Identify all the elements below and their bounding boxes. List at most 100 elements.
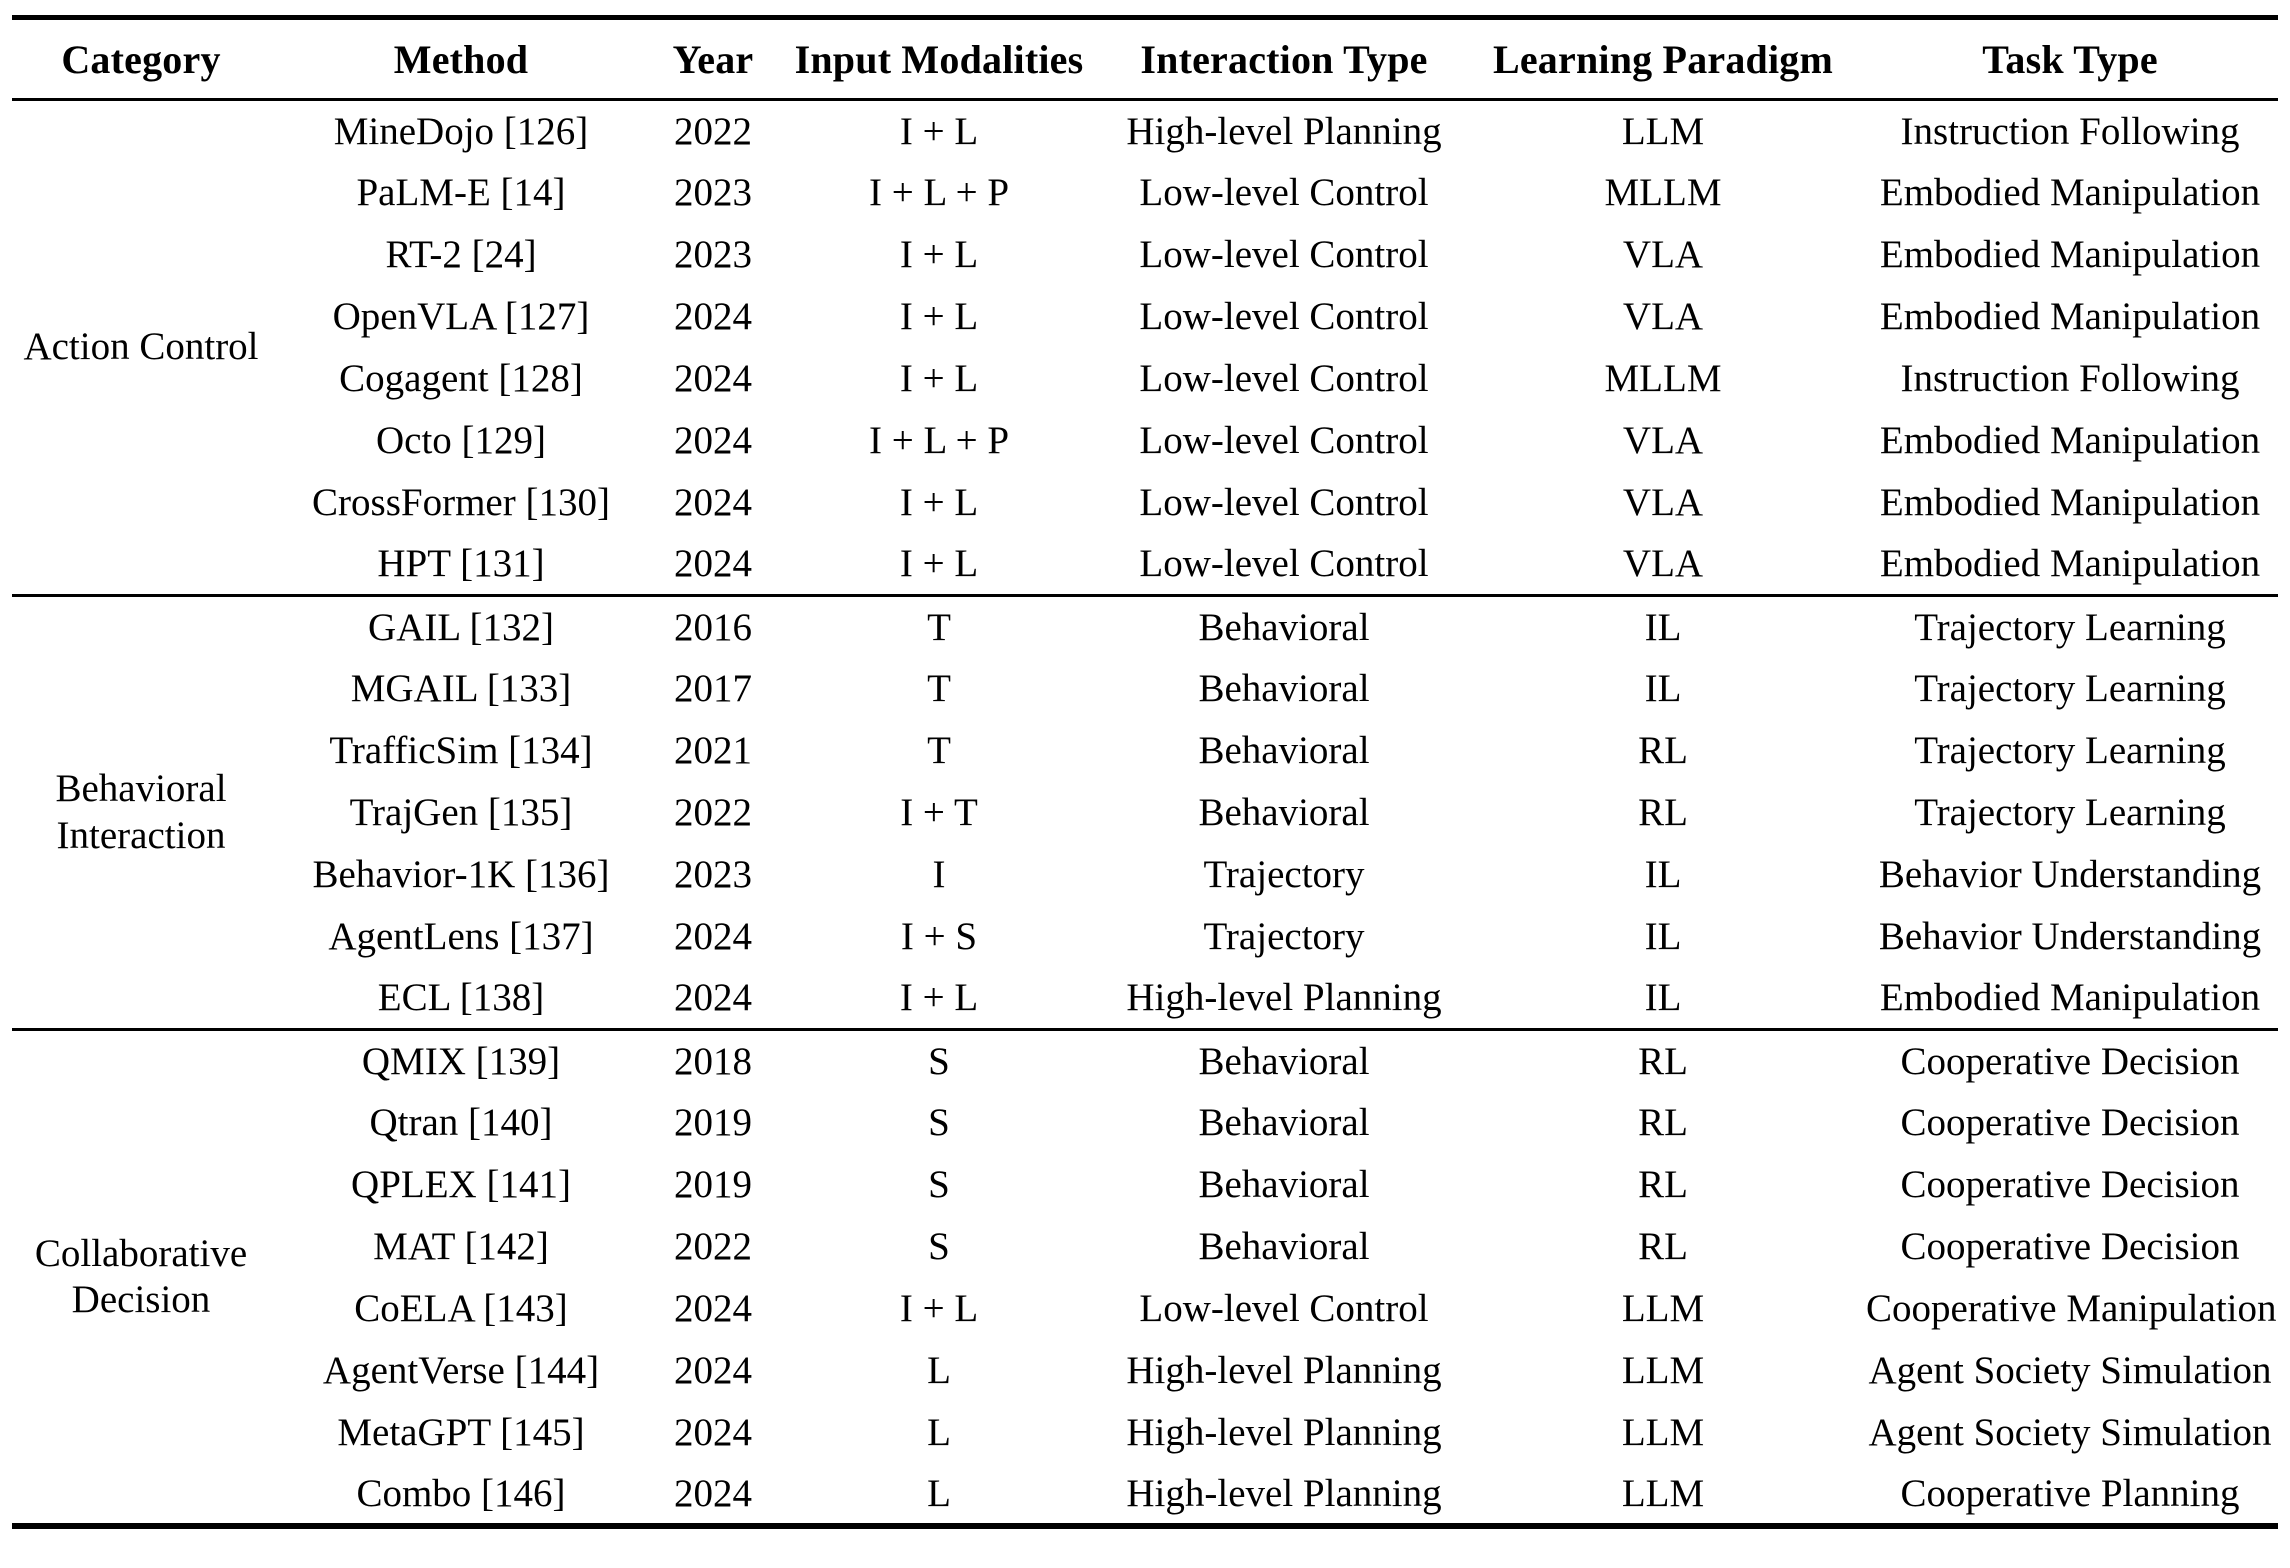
input-modalities-cell: I + L — [899, 1287, 979, 1330]
learning-paradigm-cell: RL — [1638, 1225, 1688, 1268]
task-type-cell: Instruction Following — [1900, 109, 2240, 153]
method-cell: Cogagent [128] — [339, 357, 583, 400]
year-cell: 2023 — [674, 233, 752, 276]
learning-paradigm-cell: MLLM — [1604, 171, 1722, 214]
input-modalities-cell: I + T — [900, 791, 978, 834]
col-header-category: Category — [61, 36, 221, 82]
col-header-year: Year — [672, 36, 754, 82]
input-modalities-cell: I + L — [899, 233, 979, 276]
input-modalities-cell: L — [927, 1471, 951, 1515]
year-cell: 2017 — [674, 667, 752, 710]
task-type-cell: Instruction Following — [1900, 357, 2240, 400]
task-type-cell: Embodied Manipulation — [1879, 233, 2261, 276]
table-row: PaLM-E [14] 2023 I + L + P Low-level Contro… — [12, 162, 2278, 224]
interaction-type-cell: Behavioral — [1198, 791, 1370, 834]
input-modalities-cell: S — [928, 1101, 950, 1144]
task-type-cell: Trajectory Learning — [1914, 729, 2226, 772]
input-modalities-cell: I + L — [899, 542, 979, 586]
interaction-type-cell: Behavioral — [1198, 1039, 1370, 1083]
task-type-cell: Behavior Understanding — [1878, 915, 2262, 958]
task-type-cell: Trajectory Learning — [1914, 667, 2226, 710]
task-type-cell: Cooperative Decision — [1900, 1225, 2240, 1268]
task-type-cell: Agent Society Simulation — [1868, 1349, 2272, 1392]
year-cell: 2018 — [674, 1039, 752, 1083]
year-cell: 2024 — [674, 1287, 752, 1330]
method-cell: QPLEX [141] — [351, 1163, 571, 1206]
interaction-type-cell: High-level Planning — [1126, 109, 1442, 153]
year-cell: 2019 — [674, 1163, 752, 1206]
method-cell: HPT [131] — [377, 542, 545, 586]
year-cell: 2024 — [674, 915, 752, 958]
learning-paradigm-cell: LLM — [1621, 1411, 1705, 1454]
task-type-cell: Cooperative Decision — [1900, 1163, 2240, 1206]
table-row: Collaborative Decision QMIX [139] 2018 S Beh… — [12, 1030, 2278, 1321]
table-row: OpenVLA [127] 2024 I + L Low-level Control V… — [12, 286, 2278, 348]
interaction-type-cell: Trajectory — [1203, 853, 1365, 896]
learning-paradigm-cell: LLM — [1621, 1349, 1705, 1392]
interaction-type-cell: Behavioral — [1198, 1225, 1370, 1268]
interaction-type-cell: High-level Planning — [1126, 1471, 1442, 1515]
interaction-type-cell: Low-level Control — [1139, 295, 1429, 338]
method-cell: PaLM-E [14] — [356, 171, 566, 214]
table-row: TrafficSim [134] 2021 T Behavioral RL Traject… — [12, 720, 2278, 782]
interaction-type-cell: Low-level Control — [1139, 1287, 1429, 1330]
method-cell: TrafficSim [134] — [329, 729, 593, 772]
method-cell: AgentVerse [144] — [322, 1349, 600, 1392]
input-modalities-cell: I + L — [899, 295, 979, 338]
interaction-type-cell: High-level Planning — [1126, 1349, 1442, 1392]
table-row: Action Control MineDojo [126] 2022 I + L Hig… — [12, 100, 2278, 369]
method-cell: QMIX [139] — [361, 1039, 561, 1083]
input-modalities-cell: I + L — [899, 481, 979, 524]
interaction-type-cell: Low-level Control — [1139, 481, 1429, 524]
year-cell: 2024 — [674, 1471, 752, 1515]
table-row: Combo [146] 2024 L High-level Planning LLM Co… — [12, 1464, 2278, 1526]
learning-paradigm-cell: LLM — [1621, 1287, 1705, 1330]
interaction-type-cell: Behavioral — [1198, 667, 1370, 710]
table-row: AgentLens [137] 2024 I + S Trajectory IL Beha… — [12, 906, 2278, 968]
year-cell: 2016 — [674, 605, 752, 649]
input-modalities-cell: I + L + P — [868, 171, 1010, 214]
task-type-cell: Cooperative Decision — [1900, 1101, 2240, 1144]
table-row: RT-2 [24] 2023 I + L Low-level Control VLA Em… — [12, 224, 2278, 286]
learning-paradigm-cell: RL — [1638, 791, 1688, 834]
table-row: Cogagent [128] 2024 I + L Low-level Control… — [12, 348, 2278, 410]
task-type-cell: Cooperative Decision — [1900, 1039, 2240, 1083]
input-modalities-cell: I + S — [900, 915, 978, 958]
learning-paradigm-cell: LLM — [1621, 1471, 1705, 1515]
year-cell: 2023 — [674, 171, 752, 214]
category-section: Behavioral Interaction GAIL [132] 2016 T Beh… — [12, 595, 2278, 1030]
method-cell: Combo [146] — [356, 1471, 566, 1515]
col-header-interaction-type: Interaction Type — [1140, 36, 1428, 82]
input-modalities-cell: T — [927, 605, 951, 649]
task-type-cell: Behavior Understanding — [1878, 853, 2262, 896]
table-row: Behavior-1K [136] 2023 I Trajectory IL Behavi… — [12, 844, 2278, 906]
method-cell: RT-2 [24] — [385, 233, 537, 276]
method-cell: Octo [129] — [375, 419, 547, 462]
learning-paradigm-cell: VLA — [1622, 481, 1704, 524]
learning-paradigm-cell: IL — [1644, 605, 1682, 649]
table-row: QPLEX [141] 2019 S Behavioral RL Cooperative … — [12, 1154, 2278, 1216]
input-modalities-cell: I + L — [899, 357, 979, 400]
year-cell: 2024 — [674, 481, 752, 524]
method-cell: CrossFormer [130] — [312, 481, 610, 524]
method-cell: OpenVLA [127] — [332, 295, 590, 338]
table-row: TrajGen [135] 2022 I + T Behavioral RL Trajec… — [12, 782, 2278, 844]
learning-paradigm-cell: VLA — [1622, 233, 1704, 276]
input-modalities-cell: S — [928, 1163, 950, 1206]
learning-paradigm-cell: RL — [1638, 1101, 1688, 1144]
table-row: MGAIL [133] 2017 T Behavioral IL Trajectory L… — [12, 658, 2278, 720]
task-type-cell: Trajectory Learning — [1914, 791, 2226, 834]
year-cell: 2024 — [674, 1411, 752, 1454]
learning-paradigm-cell: MLLM — [1604, 357, 1722, 400]
method-cell: MetaGPT [145] — [337, 1411, 585, 1454]
year-cell: 2024 — [674, 976, 752, 1020]
interaction-type-cell: Behavioral — [1198, 605, 1370, 649]
task-type-cell: Agent Society Simulation — [1868, 1411, 2272, 1454]
year-cell: 2024 — [674, 419, 752, 462]
learning-paradigm-cell: LLM — [1621, 109, 1705, 153]
table-header: Category Method Year Input Modalities In… — [12, 18, 2278, 100]
category-cell: Behavioral Interaction — [12, 596, 270, 1030]
learning-paradigm-cell: IL — [1644, 853, 1682, 896]
year-cell: 2023 — [674, 853, 752, 896]
